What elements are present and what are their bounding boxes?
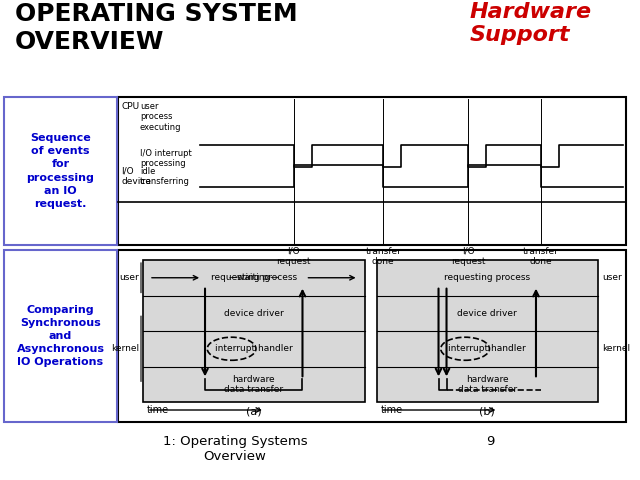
- Text: Sequence
of events
for
processing
an IO
request.: Sequence of events for processing an IO …: [27, 133, 95, 209]
- Text: kernel: kernel: [602, 344, 630, 353]
- Text: Hardware
Support: Hardware Support: [470, 2, 592, 45]
- Text: OPERATING SYSTEM
OVERVIEW: OPERATING SYSTEM OVERVIEW: [15, 2, 298, 54]
- Text: I/O
device: I/O device: [121, 167, 151, 186]
- Bar: [118, 250, 626, 422]
- Bar: [4, 97, 117, 245]
- Text: hardware
data transfer: hardware data transfer: [458, 374, 517, 394]
- Text: CPU: CPU: [121, 102, 139, 111]
- Text: requesting process: requesting process: [211, 273, 297, 282]
- Text: user: user: [602, 273, 621, 282]
- Bar: [118, 97, 626, 245]
- Text: time: time: [381, 405, 403, 415]
- Text: hardware
data transfer: hardware data transfer: [224, 374, 284, 394]
- Text: transfer
done: transfer done: [365, 247, 401, 266]
- Text: requesting process: requesting process: [444, 273, 531, 282]
- Bar: [376, 260, 598, 402]
- Text: Comparing
Synchronous
and
Asynchronous
IO Operations: Comparing Synchronous and Asynchronous I…: [17, 305, 104, 367]
- Text: interrupt handler: interrupt handler: [449, 344, 526, 353]
- Text: (b): (b): [479, 407, 495, 417]
- Text: kernel: kernel: [111, 344, 139, 353]
- Text: interrupt handler: interrupt handler: [215, 344, 292, 353]
- Bar: [4, 250, 117, 422]
- Text: I/O
request: I/O request: [276, 247, 311, 266]
- Text: I/O
request: I/O request: [451, 247, 486, 266]
- Text: user
process
executing: user process executing: [140, 102, 182, 132]
- Text: I/O interrupt
processing: I/O interrupt processing: [140, 149, 192, 168]
- Bar: [143, 260, 365, 402]
- Text: device driver: device driver: [458, 309, 517, 318]
- Text: —waiting—: —waiting—: [228, 273, 280, 282]
- Text: idle
transferring: idle transferring: [140, 167, 190, 186]
- Text: 9: 9: [486, 435, 494, 448]
- Text: user: user: [119, 273, 139, 282]
- Text: (a): (a): [246, 407, 262, 417]
- Text: device driver: device driver: [224, 309, 284, 318]
- Text: 1: Operating Systems
Overview: 1: Operating Systems Overview: [163, 435, 307, 463]
- Text: transfer
done: transfer done: [523, 247, 559, 266]
- Text: time: time: [147, 405, 169, 415]
